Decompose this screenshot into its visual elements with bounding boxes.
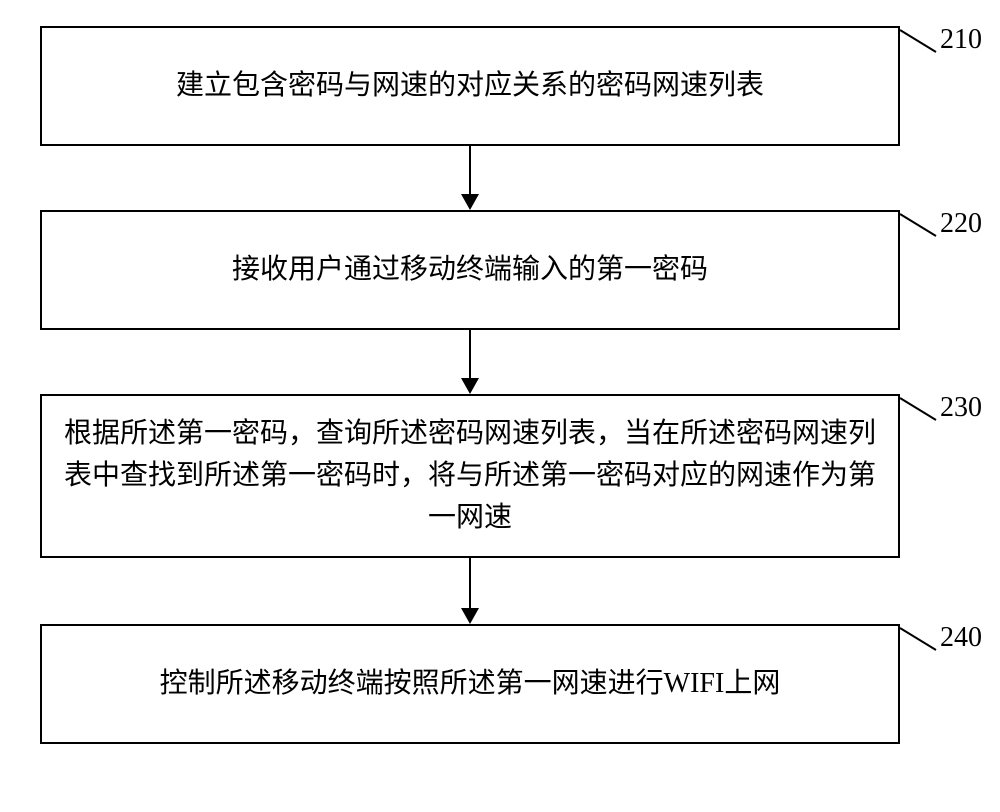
flow-node-1-text: 建立包含密码与网速的对应关系的密码网速列表 [176,65,764,107]
flow-node-3: 根据所述第一密码，查询所述密码网速列表，当在所述密码网速列表中查找到所述第一密码… [40,394,900,558]
flow-node-1: 建立包含密码与网速的对应关系的密码网速列表 [40,26,900,146]
flow-node-4: 控制所述移动终端按照所述第一网速进行WIFI上网 [40,624,900,744]
flow-node-2-label: 220 [940,208,982,240]
flow-node-2: 接收用户通过移动终端输入的第一密码 [40,210,900,330]
flow-node-3-text: 根据所述第一密码，查询所述密码网速列表，当在所述密码网速列表中查找到所述第一密码… [62,413,878,539]
flow-node-4-text: 控制所述移动终端按照所述第一网速进行WIFI上网 [160,663,781,705]
flowchart-canvas: 建立包含密码与网速的对应关系的密码网速列表 210 接收用户通过移动终端输入的第… [0,0,1000,812]
flow-node-2-text: 接收用户通过移动终端输入的第一密码 [232,249,708,291]
flow-node-1-label: 210 [940,24,982,56]
flow-node-3-label: 230 [940,392,982,424]
flow-node-4-label: 240 [940,622,982,654]
